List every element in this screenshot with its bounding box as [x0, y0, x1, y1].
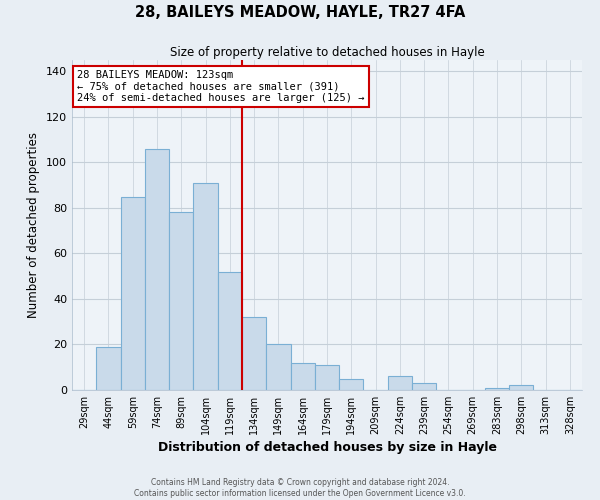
Bar — [193, 183, 218, 390]
Y-axis label: Number of detached properties: Number of detached properties — [28, 132, 40, 318]
Bar — [412, 383, 436, 390]
Bar — [145, 149, 169, 390]
Bar — [169, 212, 193, 390]
Title: Size of property relative to detached houses in Hayle: Size of property relative to detached ho… — [170, 46, 484, 59]
Bar — [242, 317, 266, 390]
Bar — [121, 196, 145, 390]
Bar — [290, 362, 315, 390]
Text: Contains HM Land Registry data © Crown copyright and database right 2024.
Contai: Contains HM Land Registry data © Crown c… — [134, 478, 466, 498]
Bar — [315, 365, 339, 390]
Bar — [96, 347, 121, 390]
Bar — [339, 378, 364, 390]
Bar — [509, 386, 533, 390]
X-axis label: Distribution of detached houses by size in Hayle: Distribution of detached houses by size … — [157, 441, 497, 454]
Bar — [388, 376, 412, 390]
Bar — [266, 344, 290, 390]
Text: 28 BAILEYS MEADOW: 123sqm
← 75% of detached houses are smaller (391)
24% of semi: 28 BAILEYS MEADOW: 123sqm ← 75% of detac… — [77, 70, 365, 103]
Bar — [485, 388, 509, 390]
Bar — [218, 272, 242, 390]
Text: 28, BAILEYS MEADOW, HAYLE, TR27 4FA: 28, BAILEYS MEADOW, HAYLE, TR27 4FA — [135, 5, 465, 20]
